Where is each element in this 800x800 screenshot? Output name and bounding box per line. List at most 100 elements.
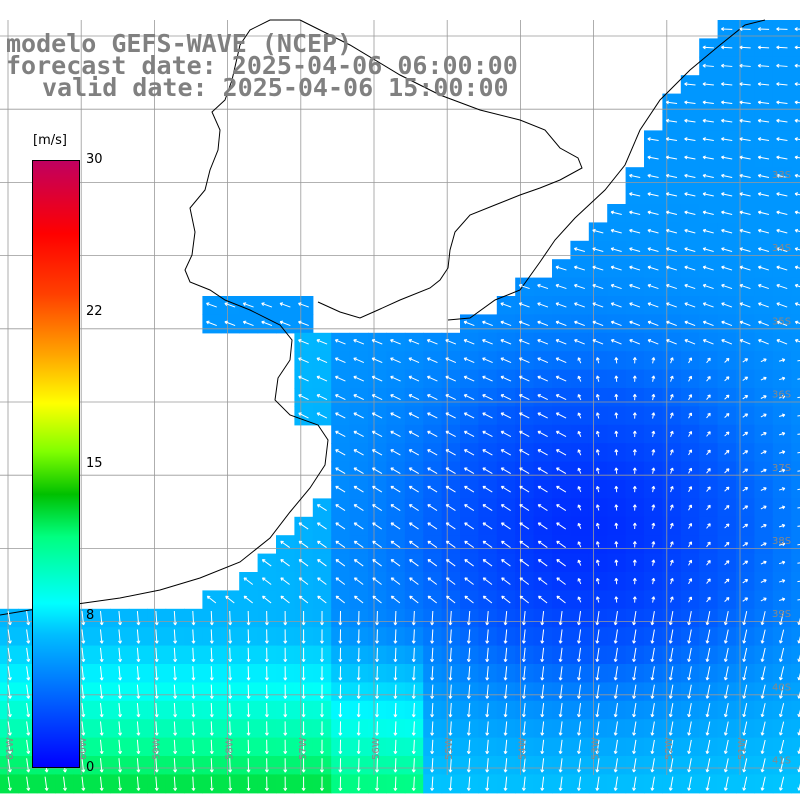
wind-arrow bbox=[647, 210, 659, 216]
wind-arrow bbox=[577, 375, 582, 382]
wind-arrow bbox=[614, 522, 619, 530]
wind-arrow bbox=[298, 412, 309, 419]
wind-arrow bbox=[555, 283, 567, 290]
wind-arrow bbox=[466, 739, 471, 755]
wind-arrow bbox=[776, 27, 788, 32]
longitude-labels: 61W 60W 59W 58W 57W 56W 55W 54W 53W 52W 51W bbox=[5, 737, 748, 760]
wind-arrow bbox=[393, 702, 398, 718]
wind-arrow bbox=[687, 758, 692, 773]
wind-arrow bbox=[427, 449, 438, 456]
wind-arrow bbox=[556, 559, 566, 567]
wind-arrow bbox=[316, 338, 328, 345]
wind-arrow bbox=[723, 721, 729, 736]
wind-arrow bbox=[669, 393, 674, 401]
wind-arrow bbox=[651, 467, 656, 474]
wind-arrow bbox=[760, 776, 766, 791]
wind-arrow bbox=[503, 629, 508, 644]
wind-arrow bbox=[558, 629, 563, 644]
wind-arrow bbox=[411, 647, 416, 663]
wind-arrow bbox=[319, 610, 324, 626]
wind-arrow bbox=[651, 577, 656, 585]
wind-arrow bbox=[558, 776, 563, 791]
colorbar-label-30: 30 bbox=[86, 152, 103, 167]
wind-arrow bbox=[427, 577, 438, 585]
wind-arrow bbox=[687, 666, 692, 681]
wind-cell bbox=[791, 608, 800, 628]
graticule bbox=[0, 20, 800, 775]
wind-arrow bbox=[427, 522, 438, 530]
wind-arrow bbox=[742, 376, 749, 381]
wind-arrow bbox=[500, 338, 512, 345]
wind-arrow bbox=[739, 302, 751, 308]
wind-arrow bbox=[610, 210, 622, 216]
wind-arrow bbox=[466, 629, 471, 644]
wind-arrow bbox=[99, 647, 104, 663]
wind-arrow bbox=[577, 721, 582, 736]
wind-arrow bbox=[390, 559, 401, 567]
wind-arrow bbox=[614, 541, 619, 548]
wind-arrow bbox=[778, 703, 785, 718]
wind-arrow bbox=[317, 595, 327, 604]
wind-arrow bbox=[778, 560, 786, 565]
wind-arrow bbox=[353, 357, 365, 364]
wind-arrow bbox=[426, 375, 438, 382]
lon-label: 59W bbox=[151, 737, 162, 760]
wind-arrow bbox=[577, 758, 582, 773]
wind-arrow bbox=[706, 578, 711, 584]
wind-arrow bbox=[482, 577, 493, 585]
wind-arrow bbox=[136, 721, 141, 736]
wind-arrow bbox=[335, 540, 346, 548]
wind-arrow bbox=[81, 721, 86, 736]
lon-label: 61W bbox=[5, 737, 16, 760]
wind-arrow bbox=[390, 595, 401, 604]
wind-arrow bbox=[592, 247, 604, 253]
wind-arrow bbox=[466, 684, 471, 699]
wind-arrow bbox=[7, 776, 12, 791]
wind-arrow bbox=[154, 721, 159, 736]
wind-arrow bbox=[592, 302, 604, 308]
wind-arrow bbox=[301, 739, 306, 755]
wind-arrow bbox=[668, 758, 674, 773]
wind-arrow bbox=[519, 540, 530, 548]
wind-arrow bbox=[595, 647, 600, 663]
wind-arrow bbox=[463, 338, 475, 345]
wind-cell bbox=[791, 627, 800, 647]
wind-arrow bbox=[209, 647, 214, 663]
wind-arrow bbox=[577, 504, 582, 511]
wind-arrow bbox=[556, 485, 567, 493]
wind-arrow bbox=[687, 703, 692, 718]
wind-arrow bbox=[778, 597, 786, 602]
wind-arrow bbox=[706, 449, 711, 456]
wind-arrow bbox=[629, 265, 641, 271]
wind-arrow bbox=[283, 666, 288, 681]
wind-arrow bbox=[99, 610, 104, 626]
wind-arrow bbox=[595, 629, 600, 644]
wind-arrow bbox=[632, 596, 637, 603]
wind-arrow bbox=[246, 647, 251, 663]
wind-arrow bbox=[702, 320, 714, 327]
wind-arrow bbox=[390, 412, 401, 419]
wind-arrow bbox=[574, 338, 585, 345]
wind-arrow bbox=[778, 629, 785, 644]
wind-arrow bbox=[668, 721, 674, 736]
wind-arrow bbox=[702, 118, 714, 123]
wind-arrow bbox=[558, 702, 563, 718]
wind-arrow bbox=[209, 684, 214, 699]
wind-arrow bbox=[739, 82, 751, 87]
wind-arrow bbox=[614, 596, 619, 603]
wind-arrow bbox=[356, 721, 361, 736]
wind-arrow bbox=[264, 739, 269, 755]
wind-arrow bbox=[647, 228, 659, 234]
wind-arrow bbox=[521, 721, 526, 736]
wind-arrow bbox=[353, 338, 365, 345]
wind-arrow bbox=[595, 666, 600, 681]
wind-arrow bbox=[778, 413, 786, 418]
wind-arrow bbox=[702, 173, 714, 178]
wind-arrow bbox=[26, 776, 31, 791]
wind-arrow bbox=[173, 666, 178, 681]
wind-arrow bbox=[687, 721, 692, 736]
wind-arrow bbox=[411, 721, 416, 736]
wind-arrow bbox=[555, 375, 567, 382]
wind-arrow bbox=[482, 485, 493, 493]
wind-arrow bbox=[742, 611, 748, 626]
